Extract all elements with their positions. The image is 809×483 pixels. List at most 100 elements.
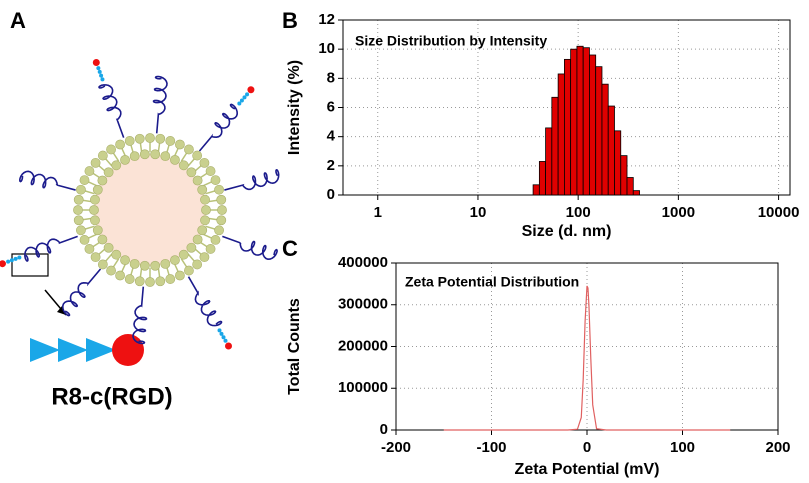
lipid-head <box>90 215 100 226</box>
lipid-head <box>92 225 103 236</box>
lipid-head <box>73 205 83 215</box>
chart-title: Size Distribution by Intensity <box>355 33 547 49</box>
lipid-head <box>120 255 130 266</box>
lipid-head <box>200 215 210 226</box>
r8-bead <box>219 331 224 336</box>
r8-bead <box>96 66 101 71</box>
lipid-head <box>134 133 145 144</box>
r8-bead <box>100 77 105 82</box>
histogram-bar <box>545 127 553 196</box>
x-tick-label: -200 <box>381 439 411 456</box>
r8-bead <box>17 255 22 260</box>
lipid-head <box>129 258 140 269</box>
panel-label: B <box>282 8 298 33</box>
lipid-head <box>134 276 145 287</box>
lipid-head <box>76 225 86 236</box>
lipid-head <box>160 258 171 269</box>
lipid-head <box>90 252 101 263</box>
r8-bead <box>6 259 11 264</box>
peg-chain <box>224 169 280 191</box>
lipid-head <box>97 234 108 245</box>
lipid-head <box>192 234 203 245</box>
lipid-head <box>210 175 221 185</box>
lipid-head <box>115 270 125 281</box>
y-tick-label: 6 <box>327 98 335 115</box>
lipid-head <box>150 149 161 160</box>
lipid-head <box>197 225 208 236</box>
x-tick-label: -100 <box>476 439 506 456</box>
peg-chain <box>24 235 78 262</box>
rgd-dot <box>0 260 6 268</box>
lipid-head <box>210 235 221 245</box>
r8-bead <box>217 328 222 333</box>
lipid-head <box>120 154 130 165</box>
lipid-head <box>106 144 116 155</box>
histogram-bar <box>620 155 628 196</box>
lipid-head <box>79 235 90 245</box>
lipid-head <box>205 244 216 254</box>
lipid-head <box>165 136 176 146</box>
peg-chain <box>222 235 278 261</box>
histogram-bar <box>564 58 572 196</box>
lipid-head <box>106 265 116 276</box>
y-axis-label: Intensity (%) <box>286 60 303 155</box>
lipid-head <box>197 184 208 195</box>
histogram-bar <box>632 190 640 196</box>
lipid-head <box>139 260 150 271</box>
data-line <box>443 285 731 431</box>
lipid-head <box>155 133 166 144</box>
lipid-head <box>84 166 95 176</box>
lipid-head <box>184 144 194 155</box>
lipid-head <box>199 157 210 168</box>
lipid-head <box>73 194 84 205</box>
x-tick-label: 10000 <box>758 204 800 221</box>
lipid-head <box>79 175 90 185</box>
lipid-head <box>139 149 150 160</box>
y-tick-label: 300000 <box>338 296 388 313</box>
r8-bead <box>239 98 244 103</box>
peg-chain <box>132 286 148 345</box>
histogram-bar <box>570 48 578 196</box>
lipid-head <box>92 184 103 195</box>
diagram-label: R8-c(RGD) <box>51 383 172 410</box>
lipid-head <box>192 150 203 161</box>
lipid-head <box>200 194 210 205</box>
lipid-head <box>124 274 135 284</box>
y-tick-label: 400000 <box>338 254 388 271</box>
y-tick-label: 8 <box>327 69 335 86</box>
histogram-bar <box>601 83 609 196</box>
y-tick-label: 100000 <box>338 379 388 396</box>
peg-chain <box>98 84 125 138</box>
lipid-head <box>111 160 122 171</box>
r8-bead <box>223 338 228 343</box>
histogram-bar <box>532 184 540 196</box>
core <box>94 154 206 266</box>
r8-bead <box>237 101 242 106</box>
rgd-ligand <box>112 334 144 366</box>
histogram-bar <box>557 73 565 196</box>
lipid-head <box>124 136 135 146</box>
peg-chain <box>187 276 223 327</box>
lipid-head <box>192 175 203 186</box>
lipid-head <box>90 194 100 205</box>
histogram-bar <box>595 66 603 196</box>
lipid-head <box>214 184 224 195</box>
histogram-bar <box>538 161 546 196</box>
histogram-bar <box>626 177 634 196</box>
lipid-head <box>89 205 99 215</box>
r8-bead <box>13 256 18 261</box>
y-axis-label: Total Counts <box>286 298 303 395</box>
panel-label: C <box>282 236 298 261</box>
lipid-head <box>205 166 216 176</box>
lipid-head <box>184 265 194 276</box>
lipid-head <box>199 252 210 263</box>
peg-chain <box>152 75 168 134</box>
lipid-head <box>145 133 155 143</box>
x-axis-label: Zeta Potential (mV) <box>515 461 660 478</box>
lipid-head <box>186 242 197 253</box>
lipid-head <box>150 260 161 271</box>
rgd-dot <box>247 86 255 94</box>
lipid-head <box>214 225 224 236</box>
lipid-head <box>90 157 101 168</box>
